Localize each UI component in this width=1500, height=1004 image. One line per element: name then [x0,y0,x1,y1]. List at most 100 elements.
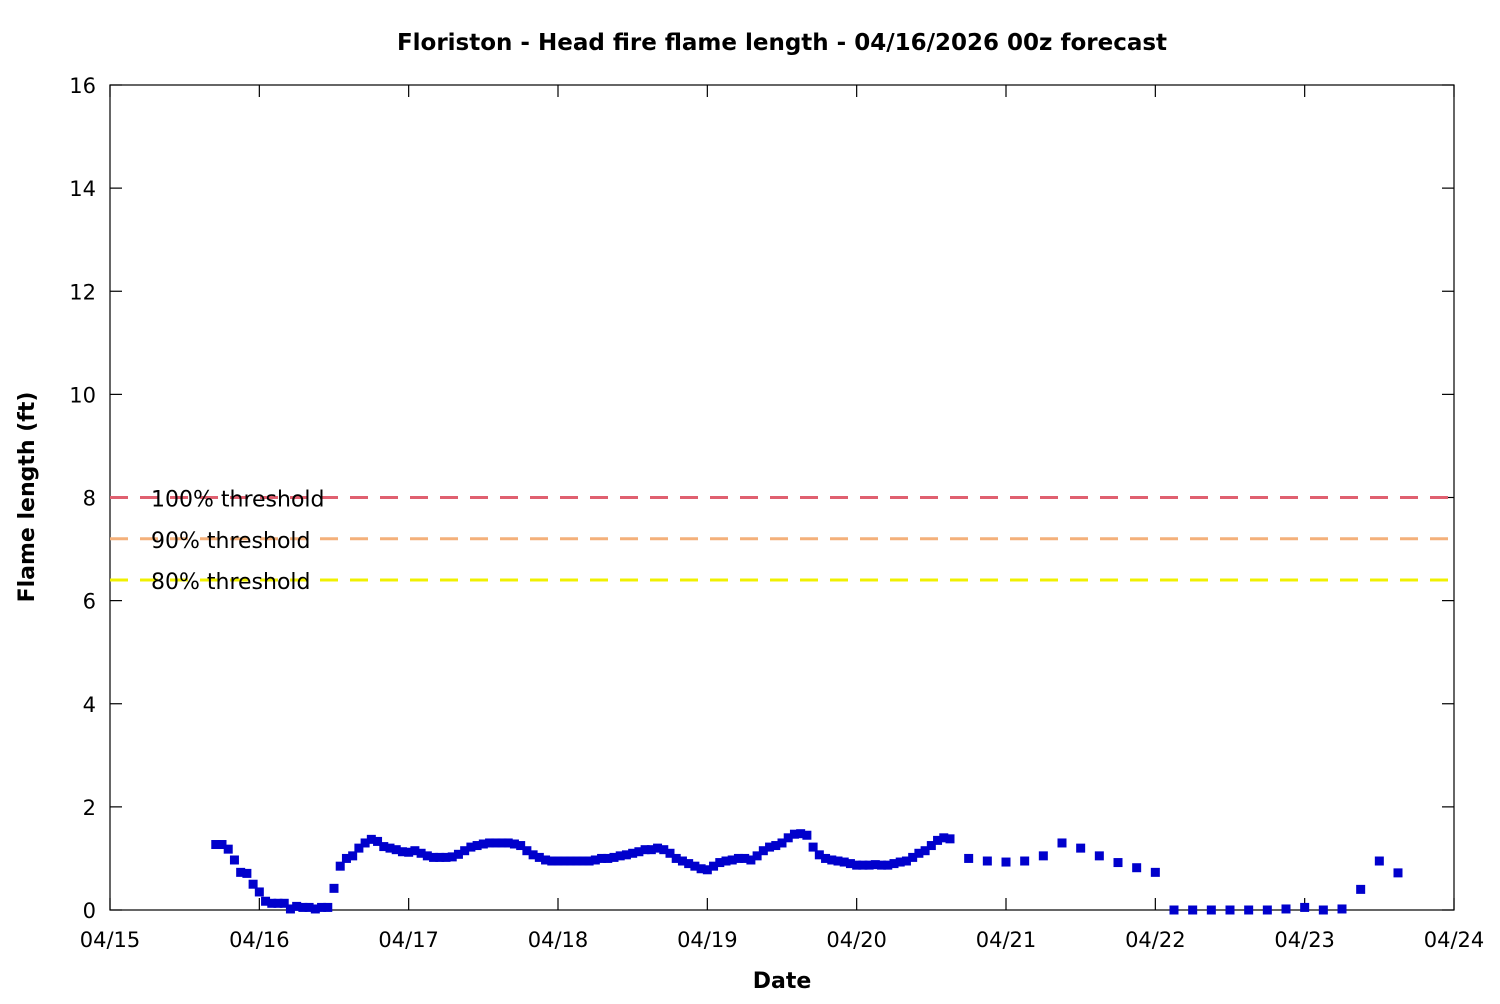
data-point [901,856,911,866]
data-point [497,838,507,848]
data-point [696,864,706,874]
y-tick-label: 16 [69,74,96,98]
data-point [827,855,837,865]
data-point [634,847,644,857]
data-point [1244,905,1254,915]
data-point [236,867,246,877]
data-point [1169,905,1179,915]
x-tick-label: 04/22 [1125,928,1186,952]
data-point [1262,905,1272,915]
x-tick-label: 04/19 [677,928,738,952]
data-point [920,846,930,856]
data-point [348,851,358,861]
data-point [659,845,669,855]
data-point [404,847,414,857]
data-point [877,860,887,870]
data-point [379,842,389,852]
data-point [603,853,613,863]
data-point [478,839,488,849]
data-point [429,852,439,862]
data-point [1113,858,1123,868]
data-point [317,902,327,912]
data-point [839,857,849,867]
data-point [1393,868,1403,878]
data-point [267,898,277,908]
x-tick-label: 04/21 [976,928,1037,952]
data-point [261,896,271,906]
data-point [385,843,395,853]
x-tick-label: 04/16 [229,928,290,952]
data-point [447,852,457,862]
data-point [416,848,426,858]
data-point [534,852,544,862]
data-point [553,856,563,866]
data-point [808,842,818,852]
data-point [796,829,806,839]
data-point [254,887,264,897]
data-point [721,856,731,866]
data-point [559,856,569,866]
data-point [646,845,656,855]
data-point [211,840,221,850]
data-point [621,850,631,860]
data-point [814,850,824,860]
data-point [665,848,675,858]
x-axis-label: Date [753,969,812,994]
x-tick-label: 04/24 [1424,928,1485,952]
plot-area: 0 2 4 6 8 10 12 14 16 04/15 04/16 04/17 04/18 04/19 04… [69,74,1484,952]
x-tick-label: 04/20 [826,928,887,952]
y-tick-label: 2 [83,796,96,820]
data-point [609,852,619,862]
data-point [242,868,252,878]
data-point [485,838,495,848]
data-point [752,851,762,861]
data-point [914,848,924,858]
data-point [1318,905,1328,915]
y-tick-label: 10 [69,383,96,407]
data-point [1300,902,1310,912]
data-point [584,856,594,866]
data-point [777,838,787,848]
data-point [653,843,663,853]
data-point [628,848,638,858]
data-point [391,845,401,855]
data-point [304,902,314,912]
data-point [908,852,918,862]
data-point [460,846,470,856]
data-point [435,852,445,862]
data-point [671,853,681,863]
data-point [578,856,588,866]
data-point [802,830,812,840]
data-point [1057,838,1067,848]
data-point [852,860,862,870]
data-point [491,838,501,848]
data-point [765,842,775,852]
data-point [217,840,227,850]
data-point [292,901,302,911]
data-point [572,856,582,866]
threshold-label: 90% threshold [151,529,311,554]
data-point [441,852,451,862]
data-point [373,836,383,846]
data-point [1020,856,1030,866]
data-point [248,879,258,889]
data-point [466,842,476,852]
data-point [733,853,743,863]
data-point [329,883,339,893]
y-tick-label: 0 [83,899,96,923]
data-point [565,856,575,866]
data-point [341,853,351,863]
data-point [323,902,333,912]
x-tick-label: 04/18 [528,928,589,952]
data-point [690,861,700,871]
data-point [279,898,289,908]
data-point [789,829,799,839]
data-point [858,860,868,870]
data-point [1132,863,1142,873]
data-point [1281,904,1291,914]
data-point [740,853,750,863]
threshold-label: 100% threshold [151,488,325,513]
y-tick-label: 14 [69,177,96,201]
data-point [945,834,955,844]
